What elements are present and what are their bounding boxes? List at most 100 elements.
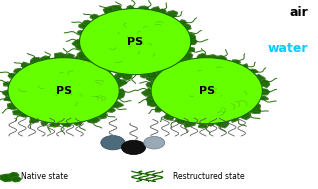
Polygon shape [72,40,81,46]
Polygon shape [156,107,163,112]
Polygon shape [118,89,125,95]
Polygon shape [179,59,186,64]
Polygon shape [249,107,260,113]
Polygon shape [178,20,186,24]
Polygon shape [248,69,258,73]
Polygon shape [146,95,156,102]
Polygon shape [152,69,164,76]
Polygon shape [77,52,86,60]
Polygon shape [185,53,192,59]
Polygon shape [108,6,121,13]
Polygon shape [76,44,83,50]
Polygon shape [146,82,155,87]
Polygon shape [232,118,238,122]
Polygon shape [41,122,47,126]
Polygon shape [127,5,134,11]
Polygon shape [186,34,196,40]
Polygon shape [150,7,161,13]
Polygon shape [14,68,21,73]
Polygon shape [103,66,116,74]
Text: PS: PS [199,86,215,96]
Polygon shape [3,90,10,95]
Text: Restructured state: Restructured state [173,172,245,181]
Polygon shape [79,24,86,28]
Polygon shape [63,54,74,61]
Polygon shape [254,103,260,109]
Polygon shape [139,6,149,11]
Text: PS: PS [127,37,143,46]
Polygon shape [20,112,28,117]
Polygon shape [97,64,107,68]
Polygon shape [159,9,166,14]
Polygon shape [115,73,124,77]
Polygon shape [94,65,102,71]
Polygon shape [148,99,159,106]
Polygon shape [74,120,81,125]
Polygon shape [82,57,96,65]
Polygon shape [103,7,113,14]
Polygon shape [62,122,71,127]
Polygon shape [198,123,206,128]
Polygon shape [111,101,123,107]
Circle shape [151,58,262,124]
Polygon shape [88,117,100,123]
Polygon shape [175,119,184,123]
Polygon shape [241,64,247,67]
Polygon shape [166,11,178,17]
Circle shape [8,58,119,124]
Polygon shape [50,121,60,127]
Polygon shape [216,119,228,128]
Polygon shape [207,122,214,126]
Polygon shape [167,63,178,70]
Polygon shape [142,88,154,96]
Polygon shape [54,53,66,62]
Polygon shape [90,60,97,66]
Polygon shape [232,60,241,64]
Circle shape [80,9,191,75]
Polygon shape [123,73,132,80]
Polygon shape [3,82,13,86]
Polygon shape [21,62,30,67]
Text: air: air [290,6,308,19]
Polygon shape [103,69,111,74]
Polygon shape [147,76,156,81]
Polygon shape [164,113,174,120]
Polygon shape [90,15,99,19]
Text: PS: PS [56,86,72,96]
Polygon shape [115,92,125,99]
Polygon shape [204,55,218,61]
Polygon shape [253,75,265,80]
Polygon shape [107,107,115,112]
Polygon shape [197,54,206,60]
Circle shape [144,136,165,149]
Polygon shape [9,173,19,178]
Polygon shape [144,71,159,79]
Polygon shape [30,116,38,122]
Polygon shape [8,103,19,109]
Polygon shape [184,47,194,53]
Polygon shape [13,111,24,115]
Polygon shape [186,37,197,45]
Text: Native state: Native state [21,172,68,181]
Circle shape [121,140,146,155]
Polygon shape [259,89,269,95]
Polygon shape [115,80,127,87]
Polygon shape [178,24,191,30]
Polygon shape [0,174,12,181]
Polygon shape [11,176,21,182]
Polygon shape [162,64,171,69]
Circle shape [101,136,125,150]
Polygon shape [183,56,191,61]
Polygon shape [140,74,148,78]
Polygon shape [30,58,41,64]
Polygon shape [111,75,119,81]
Polygon shape [39,56,50,62]
Polygon shape [8,74,17,78]
Polygon shape [260,80,270,87]
Polygon shape [97,112,106,119]
Polygon shape [260,96,268,100]
Polygon shape [218,56,227,61]
Polygon shape [83,20,91,26]
Polygon shape [77,31,84,34]
Polygon shape [4,96,12,101]
